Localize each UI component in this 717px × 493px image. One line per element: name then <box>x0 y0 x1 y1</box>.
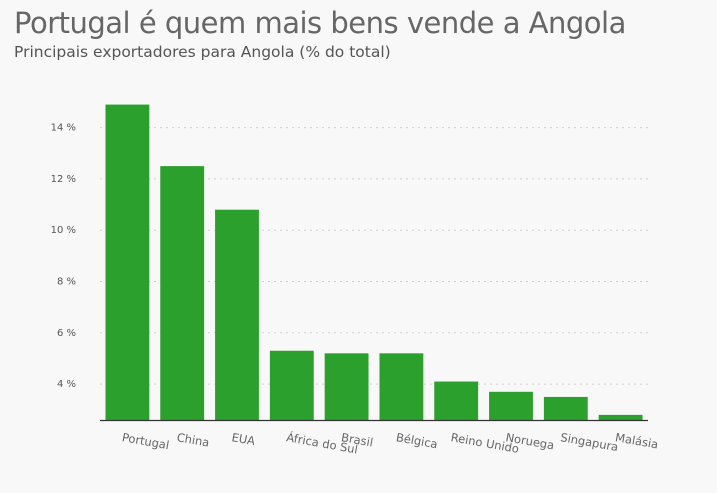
bar <box>269 350 314 420</box>
bar <box>434 381 479 420</box>
x-category-label: Malásia <box>614 430 659 451</box>
bar <box>105 104 150 420</box>
y-tick-label: 12 % <box>51 174 76 185</box>
y-tick-label: 6 % <box>57 328 76 339</box>
y-tick-label: 4 % <box>57 379 76 390</box>
x-category-label: China <box>176 430 211 449</box>
bar <box>379 353 424 420</box>
bar <box>543 396 588 420</box>
bar <box>160 166 205 420</box>
x-category-label: EUA <box>231 430 257 448</box>
bars <box>105 104 643 420</box>
x-category-label: Brasil <box>340 430 374 449</box>
bar <box>215 209 259 420</box>
y-tick-label: 14 % <box>51 123 76 134</box>
chart-subtitle: Principais exportadores para Angola (% d… <box>14 43 391 61</box>
y-axis-ticks: 4 % 6 % 8 % 10 % 12 % 14 % <box>51 123 76 390</box>
x-category-label: Bélgica <box>395 430 439 451</box>
bar <box>324 353 369 420</box>
y-tick-label: 8 % <box>57 277 76 288</box>
x-category-label: Singapura <box>559 430 619 454</box>
y-tick-label: 10 % <box>51 225 76 236</box>
bar <box>598 414 643 420</box>
bar <box>489 391 533 420</box>
chart-title: Portugal é quem mais bens vende a Angola <box>14 6 626 40</box>
x-category-label: Portugal <box>121 430 170 452</box>
